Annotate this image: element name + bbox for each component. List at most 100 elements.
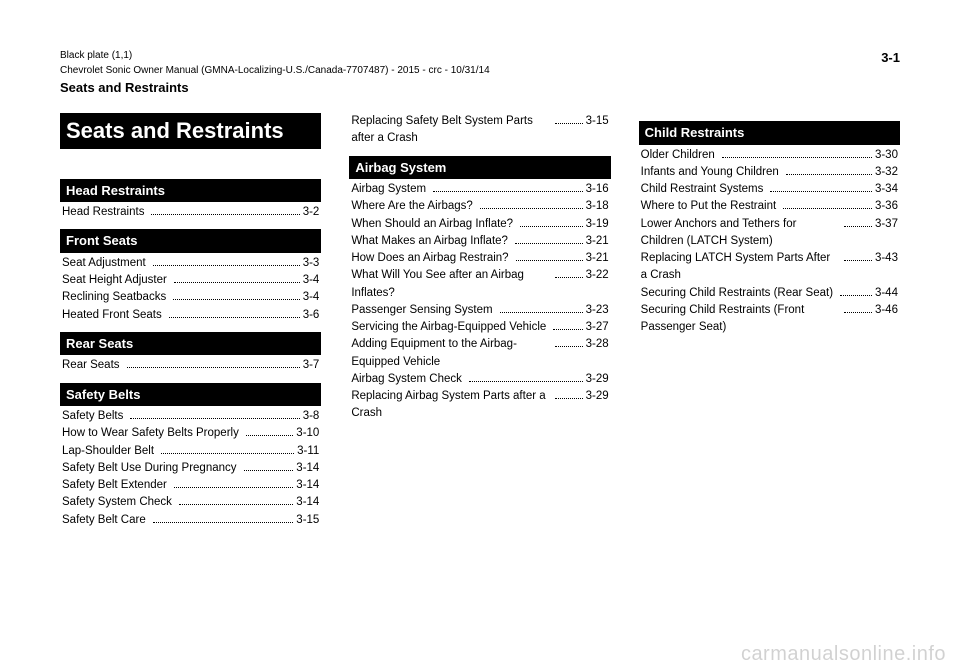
toc-dots xyxy=(174,282,300,283)
toc-item: Where to Put the Restraint 3-36 xyxy=(639,198,900,215)
toc-column: Replacing Safety Belt System Parts after… xyxy=(349,113,610,529)
chapter-breadcrumb: Seats and Restraints xyxy=(60,80,900,95)
toc-page: 3-6 xyxy=(303,307,320,324)
toc-dots xyxy=(174,487,293,488)
toc-item: Head Restraints 3-2 xyxy=(60,204,321,221)
toc-dots xyxy=(722,157,872,158)
toc-page: 3-8 xyxy=(303,408,320,425)
header-line-2: Chevrolet Sonic Owner Manual (GMNA-Local… xyxy=(60,65,900,76)
toc-label: Securing Child Restraints (Rear Seat) xyxy=(641,285,837,302)
toc-page: 3-14 xyxy=(296,477,319,494)
page-number-top: 3-1 xyxy=(881,50,900,65)
toc-item: What Will You See after an Airbag Inflat… xyxy=(349,267,610,302)
toc-label: Where Are the Airbags? xyxy=(351,198,476,215)
toc-dots xyxy=(244,470,294,471)
toc-label: Safety Belt Care xyxy=(62,512,150,529)
toc-dots xyxy=(553,329,582,330)
toc-page: 3-11 xyxy=(297,443,319,460)
toc-label: Securing Child Restraints (Front Passeng… xyxy=(641,302,842,337)
toc-item: Reclining Seatbacks 3-4 xyxy=(60,289,321,306)
toc-label: Where to Put the Restraint xyxy=(641,198,781,215)
toc-label: Safety System Check xyxy=(62,494,176,511)
toc-item: Heated Front Seats3-6 xyxy=(60,307,321,324)
toc-label: Passenger Sensing System xyxy=(351,302,496,319)
toc-item: Servicing the Airbag-Equipped Vehicle3-2… xyxy=(349,319,610,336)
toc-label: Seat Adjustment xyxy=(62,255,150,272)
toc-dots xyxy=(844,226,872,227)
toc-item: Safety Belts3-8 xyxy=(60,408,321,425)
toc-page: 3-22 xyxy=(586,267,609,284)
toc-item: What Makes an Airbag Inflate?3-21 xyxy=(349,233,610,250)
toc-label: Lower Anchors and Tethers for Children (… xyxy=(641,216,842,251)
toc-page: 3-2 xyxy=(303,204,320,221)
toc-dots xyxy=(555,277,583,278)
toc-item: Infants and Young Children3-32 xyxy=(639,164,900,181)
toc-page: 3-14 xyxy=(296,460,319,477)
toc-page: 3-3 xyxy=(303,255,320,272)
toc-dots xyxy=(786,174,872,175)
toc-item: Where Are the Airbags? 3-18 xyxy=(349,198,610,215)
toc-dots xyxy=(179,504,293,505)
toc-page: 3-19 xyxy=(586,216,609,233)
toc-item: Seat Height Adjuster3-4 xyxy=(60,272,321,289)
toc-page: 3-23 xyxy=(586,302,609,319)
manual-page: Black plate (1,1) Chevrolet Sonic Owner … xyxy=(0,0,960,672)
toc-label: Head Restraints xyxy=(62,204,148,221)
toc-item: Adding Equipment to the Airbag-Equipped … xyxy=(349,336,610,371)
toc-column: Seats and RestraintsHead RestraintsHead … xyxy=(60,113,321,529)
toc-dots xyxy=(840,295,872,296)
toc-dots xyxy=(169,317,300,318)
toc-page: 3-21 xyxy=(586,233,609,250)
section-heading: Safety Belts xyxy=(60,383,321,407)
toc-item: Older Children3-30 xyxy=(639,147,900,164)
toc-page: 3-21 xyxy=(586,250,609,267)
toc-page: 3-18 xyxy=(586,198,609,215)
toc-page: 3-27 xyxy=(586,319,609,336)
toc-label: Older Children xyxy=(641,147,719,164)
toc-item: Securing Child Restraints (Rear Seat) 3-4… xyxy=(639,285,900,302)
toc-dots xyxy=(173,299,300,300)
toc-page: 3-10 xyxy=(296,425,319,442)
toc-label: Safety Belt Extender xyxy=(62,477,171,494)
watermark: carmanualsonline.info xyxy=(741,643,946,666)
toc-page: 3-4 xyxy=(303,272,320,289)
toc-dots xyxy=(783,208,872,209)
toc-label: Replacing Safety Belt System Parts after… xyxy=(351,113,552,148)
toc-label: Replacing LATCH System Parts After a Cra… xyxy=(641,250,842,285)
toc-label: How Does an Airbag Restrain? xyxy=(351,250,512,267)
toc-item: Seat Adjustment 3-3 xyxy=(60,255,321,272)
toc-item: When Should an Airbag Inflate? 3-19 xyxy=(349,216,610,233)
section-heading: Front Seats xyxy=(60,229,321,253)
toc-page: 3-44 xyxy=(875,285,898,302)
toc-label: How to Wear Safety Belts Properly xyxy=(62,425,243,442)
toc-page: 3-34 xyxy=(875,181,898,198)
toc-label: Replacing Airbag System Parts after a Cr… xyxy=(351,388,552,423)
toc-page: 3-15 xyxy=(296,512,319,529)
toc-dots xyxy=(844,260,872,261)
toc-dots xyxy=(161,453,294,454)
toc-dots xyxy=(469,381,583,382)
toc-page: 3-29 xyxy=(586,371,609,388)
toc-label: What Will You See after an Airbag Inflat… xyxy=(351,267,552,302)
toc-item: Safety Belt Extender 3-14 xyxy=(60,477,321,494)
toc-item: Passenger Sensing System 3-23 xyxy=(349,302,610,319)
toc-page: 3-4 xyxy=(303,289,320,306)
toc-page: 3-16 xyxy=(586,181,609,198)
toc-item: How Does an Airbag Restrain? 3-21 xyxy=(349,250,610,267)
toc-item: Airbag System3-16 xyxy=(349,181,610,198)
toc-item: Lap-Shoulder Belt 3-11 xyxy=(60,443,321,460)
toc-dots xyxy=(246,435,293,436)
toc-dots xyxy=(520,226,583,227)
toc-item: Rear Seats3-7 xyxy=(60,357,321,374)
toc-item: Replacing Airbag System Parts after a Cr… xyxy=(349,388,610,423)
toc-dots xyxy=(516,260,583,261)
toc-page: 3-32 xyxy=(875,164,898,181)
toc-label: When Should an Airbag Inflate? xyxy=(351,216,517,233)
toc-item: Replacing LATCH System Parts After a Cra… xyxy=(639,250,900,285)
toc-column: Child RestraintsOlder Children3-30Infant… xyxy=(639,113,900,529)
toc-page: 3-36 xyxy=(875,198,898,215)
toc-item: Child Restraint Systems3-34 xyxy=(639,181,900,198)
toc-label: Reclining Seatbacks xyxy=(62,289,170,306)
toc-label: Lap-Shoulder Belt xyxy=(62,443,158,460)
toc-dots xyxy=(500,312,583,313)
